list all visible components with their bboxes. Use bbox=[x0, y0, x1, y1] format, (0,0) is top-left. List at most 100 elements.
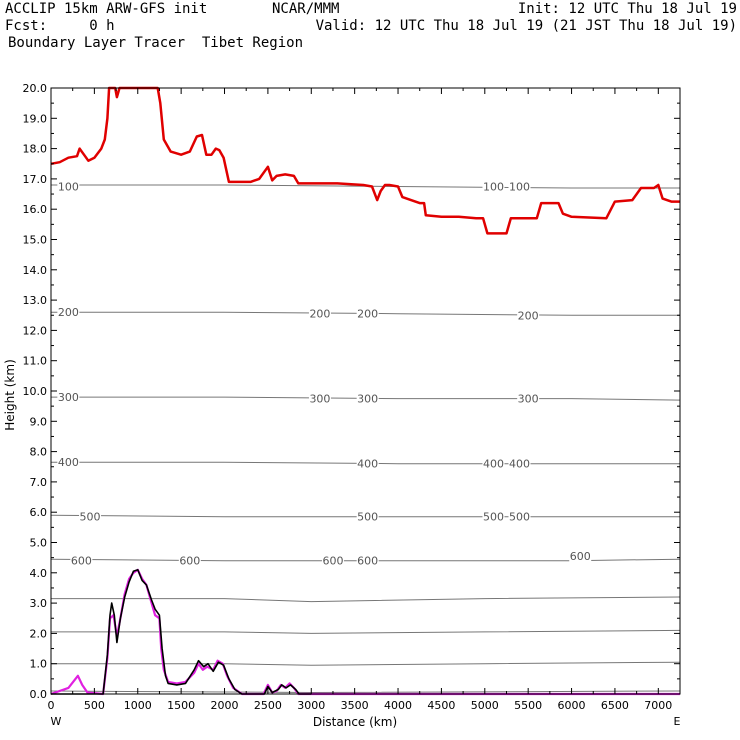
x-tick-label: 4500 bbox=[427, 699, 455, 712]
contour-label-bg bbox=[79, 510, 102, 523]
contour-label-bg bbox=[308, 392, 331, 405]
x-axis-title: Distance (km) bbox=[313, 715, 397, 729]
x-tick-label: 6000 bbox=[558, 699, 586, 712]
y-tick-label: 4.0 bbox=[30, 567, 48, 580]
contour-label-bg bbox=[508, 510, 531, 523]
contour-label-bg bbox=[356, 554, 379, 567]
x-tick-label: 5500 bbox=[514, 699, 542, 712]
series-line-2 bbox=[51, 569, 312, 695]
x-tick-label: 1000 bbox=[124, 699, 152, 712]
contour-label-bg bbox=[321, 554, 344, 567]
y-tick-label: 9.0 bbox=[30, 415, 48, 428]
x-tick-label: 1500 bbox=[167, 699, 195, 712]
y-tick-label: 7.0 bbox=[30, 476, 48, 489]
y-tick-label: 10.0 bbox=[23, 385, 48, 398]
y-tick-label: 5.0 bbox=[30, 537, 48, 550]
contour-label-300: 300 bbox=[309, 393, 330, 406]
contour-label-500: 500 bbox=[483, 511, 504, 524]
contour-line-2 bbox=[51, 396, 681, 401]
y-tick-label: 19.0 bbox=[23, 112, 48, 125]
contour-label-bg bbox=[517, 392, 540, 405]
y-tick-label: 12.0 bbox=[23, 324, 48, 337]
y-tick-label: 11.0 bbox=[23, 355, 48, 368]
header-line2-left: Fcst: 0 h bbox=[5, 18, 115, 34]
y-tick-label: 1.0 bbox=[30, 658, 48, 671]
contour-line-5 bbox=[50, 558, 681, 562]
x-tick-label: 6500 bbox=[601, 699, 629, 712]
contour-label-100: 100 bbox=[509, 180, 530, 193]
east-label: E bbox=[674, 715, 681, 728]
contour-label-200: 200 bbox=[357, 308, 378, 321]
contour-line-3 bbox=[51, 461, 680, 465]
x-tick-label: 0 bbox=[48, 699, 55, 712]
contour-line-6 bbox=[51, 596, 681, 603]
contour-label-600: 600 bbox=[71, 555, 92, 568]
contour-label-bg bbox=[356, 392, 379, 405]
x-tick-label: 3000 bbox=[297, 699, 325, 712]
y-tick-label: 6.0 bbox=[30, 506, 48, 519]
x-tick-label: 7000 bbox=[644, 699, 672, 712]
contour-label-600: 600 bbox=[357, 555, 378, 568]
series-line-0 bbox=[50, 86, 680, 235]
contour-label-100: 100 bbox=[58, 180, 79, 193]
contour-label-bg bbox=[356, 510, 379, 523]
y-tick-label: 3.0 bbox=[30, 597, 48, 610]
y-tick-label: 17.0 bbox=[23, 173, 48, 186]
y-tick-label: 8.0 bbox=[30, 446, 48, 459]
contour-label-300: 300 bbox=[357, 393, 378, 406]
x-tick-label: 2000 bbox=[211, 699, 239, 712]
contour-label-bg bbox=[482, 180, 505, 193]
contour-label-bg bbox=[57, 456, 80, 469]
contour-label-bg bbox=[356, 457, 379, 470]
contour-label-200: 200 bbox=[309, 308, 330, 321]
contour-label-400: 400 bbox=[58, 456, 79, 469]
contour-label-200: 200 bbox=[518, 309, 539, 322]
y-tick-label: 14.0 bbox=[23, 264, 48, 277]
contour-label-600: 600 bbox=[322, 555, 343, 568]
contour-label-300: 300 bbox=[58, 391, 79, 404]
contour-label-bg bbox=[57, 391, 80, 404]
contour-label-bg bbox=[482, 510, 505, 523]
x-tick-label: 5000 bbox=[471, 699, 499, 712]
contour-line-8 bbox=[51, 661, 681, 666]
contour-label-bg bbox=[569, 550, 592, 563]
contour-line-1 bbox=[51, 311, 680, 316]
contour-label-600: 600 bbox=[179, 555, 200, 568]
contour-label-bg bbox=[508, 180, 531, 193]
chart-axes: 0.0 1.0 2.0 3.0 4.0 5.0 6.0 7.0 8.0 9.0 10.0 11.0 12… bbox=[23, 82, 681, 712]
contour-label-300: 300 bbox=[518, 393, 539, 406]
contour-label-400: 400 bbox=[509, 458, 530, 471]
tracer-series bbox=[50, 86, 680, 696]
contour-label-100: 100 bbox=[483, 180, 504, 193]
contour-label-200: 200 bbox=[58, 306, 79, 319]
y-tick-label: 15.0 bbox=[23, 234, 48, 247]
x-tick-label: 2500 bbox=[254, 699, 282, 712]
y-tick-label: 16.0 bbox=[23, 203, 48, 216]
y-tick-label: 0.0 bbox=[30, 688, 48, 701]
x-tick-label: 3500 bbox=[341, 699, 369, 712]
contour-label-500: 500 bbox=[509, 511, 530, 524]
pressure-contours: 100 100 100 200 200 200 200 300 300 300 300 400 400 4… bbox=[50, 180, 681, 694]
contour-label-bg bbox=[178, 554, 201, 567]
x-tick-label: 500 bbox=[84, 699, 105, 712]
y-tick-label: 2.0 bbox=[30, 627, 48, 640]
contour-label-bg bbox=[70, 554, 93, 567]
y-tick-label: 20.0 bbox=[23, 82, 48, 95]
contour-label-bg bbox=[57, 306, 80, 319]
contour-label-bg bbox=[57, 180, 80, 193]
header-line3-left: Boundary Layer Tracer Tibet Region bbox=[8, 35, 304, 51]
contour-line-7 bbox=[51, 629, 681, 634]
header-line1-left: ACCLIP 15km ARW-GFS init bbox=[5, 1, 208, 17]
contour-label-500: 500 bbox=[357, 511, 378, 524]
contour-label-bg bbox=[308, 307, 331, 320]
plot-frame bbox=[50, 87, 681, 695]
x-tick-label: 4000 bbox=[384, 699, 412, 712]
contour-label-400: 400 bbox=[357, 458, 378, 471]
header-line1-right: Init: 12 UTC Thu 18 Jul 19 bbox=[517, 1, 737, 17]
contour-label-500: 500 bbox=[80, 511, 101, 524]
y-tick-label: 13.0 bbox=[23, 294, 48, 307]
header-line2-right: Valid: 12 UTC Thu 18 Jul 19 (21 JST Thu … bbox=[315, 18, 737, 34]
west-label: W bbox=[51, 715, 62, 728]
contour-label-600: 600 bbox=[570, 550, 591, 563]
